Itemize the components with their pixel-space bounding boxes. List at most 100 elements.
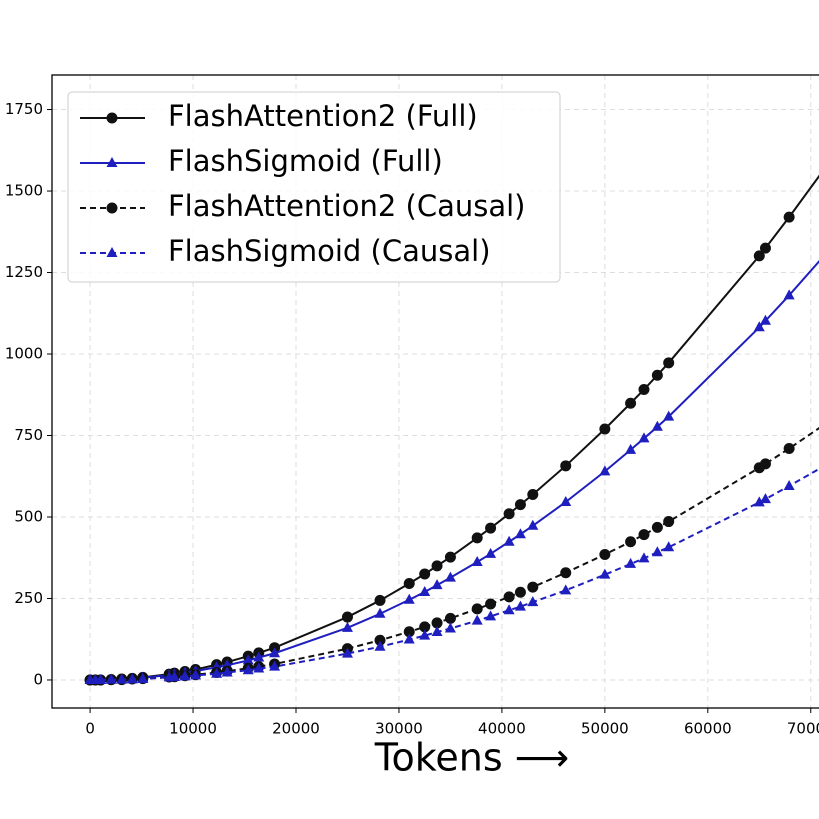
marker [638, 432, 650, 443]
marker [444, 612, 456, 624]
legend: FlashAttention2 (Full) FlashSigmoid (Full… [67, 91, 561, 283]
x-tick-label: 60000 [684, 720, 732, 738]
marker [403, 577, 415, 589]
marker [527, 581, 539, 593]
legend-label: FlashSigmoid (Full) [168, 144, 443, 178]
marker [651, 521, 663, 533]
marker [514, 586, 526, 598]
marker [625, 397, 637, 409]
marker [341, 611, 353, 623]
marker [374, 607, 386, 618]
marker [503, 508, 515, 520]
x-axis-label: Tokens ⟶ [374, 736, 569, 780]
marker [485, 547, 497, 558]
legend-marker [106, 157, 118, 167]
y-tick-label: 500 [14, 507, 43, 525]
marker [625, 443, 637, 454]
marker [638, 384, 650, 396]
marker [444, 571, 456, 582]
x-tick-label: 50000 [581, 720, 629, 738]
marker [419, 629, 431, 640]
marker [253, 651, 265, 662]
marker [253, 662, 265, 673]
marker [485, 522, 497, 534]
marker [242, 654, 254, 665]
legend-box [67, 91, 561, 283]
y-tick-label: 750 [14, 426, 43, 444]
legend-marker [106, 112, 118, 124]
y-tick-label: 1750 [5, 100, 43, 118]
marker [503, 535, 515, 546]
marker [95, 673, 107, 684]
marker [419, 568, 431, 580]
marker [663, 410, 675, 421]
marker [759, 314, 771, 325]
marker [137, 672, 149, 683]
marker [599, 465, 611, 476]
x-tick-label: 30000 [375, 720, 423, 738]
marker [651, 369, 663, 381]
marker [471, 555, 483, 566]
marker [514, 499, 526, 511]
marker [638, 552, 650, 563]
marker [485, 610, 497, 621]
marker [651, 546, 663, 557]
marker [663, 541, 675, 552]
y-tick-label: 1000 [5, 345, 43, 363]
marker [625, 557, 637, 568]
marker [403, 593, 415, 604]
marker [168, 671, 180, 682]
marker [783, 443, 795, 455]
axes-frame [51, 74, 819, 709]
x-tick-label: 40000 [478, 720, 526, 738]
x-tick-label: 70000 [787, 720, 819, 738]
marker [783, 289, 795, 300]
marker [599, 568, 611, 579]
marker [527, 519, 539, 530]
marker [116, 673, 128, 684]
x-tick-label: 10000 [169, 720, 217, 738]
marker [753, 321, 765, 332]
plot-area [84, 174, 819, 686]
marker [403, 626, 415, 638]
ticks: 0 250 500 750 1000 1250 1500 1750 0 10000 20000 300… [5, 100, 819, 737]
marker [431, 560, 443, 572]
marker [753, 250, 765, 262]
marker [374, 640, 386, 651]
marker [126, 673, 138, 684]
marker [374, 594, 386, 606]
legend-label: FlashAttention2 (Full) [168, 99, 478, 133]
marker [341, 621, 353, 632]
marker [269, 647, 281, 658]
marker [471, 603, 483, 615]
marker [753, 496, 765, 507]
legend-label: FlashAttention2 (Causal) [168, 189, 525, 223]
marker [560, 584, 572, 595]
marker [242, 664, 254, 675]
marker [444, 622, 456, 633]
marker [503, 604, 515, 615]
marker [599, 548, 611, 560]
marker [444, 551, 456, 563]
marker [638, 529, 650, 541]
x-tick-label: 0 [85, 720, 95, 738]
marker [419, 585, 431, 596]
marker [419, 621, 431, 633]
marker [431, 617, 443, 629]
marker [190, 669, 202, 680]
legend-label: FlashSigmoid (Causal) [168, 234, 491, 268]
marker [625, 536, 637, 548]
marker [759, 242, 771, 254]
marker [431, 579, 443, 590]
marker [527, 489, 539, 501]
marker [105, 673, 117, 684]
marker [663, 357, 675, 369]
marker [179, 670, 191, 681]
marker [269, 660, 281, 671]
y-tick-label: 0 [33, 670, 43, 688]
marker [471, 614, 483, 625]
marker [221, 666, 233, 677]
legend-marker [106, 247, 118, 257]
marker [560, 495, 572, 506]
